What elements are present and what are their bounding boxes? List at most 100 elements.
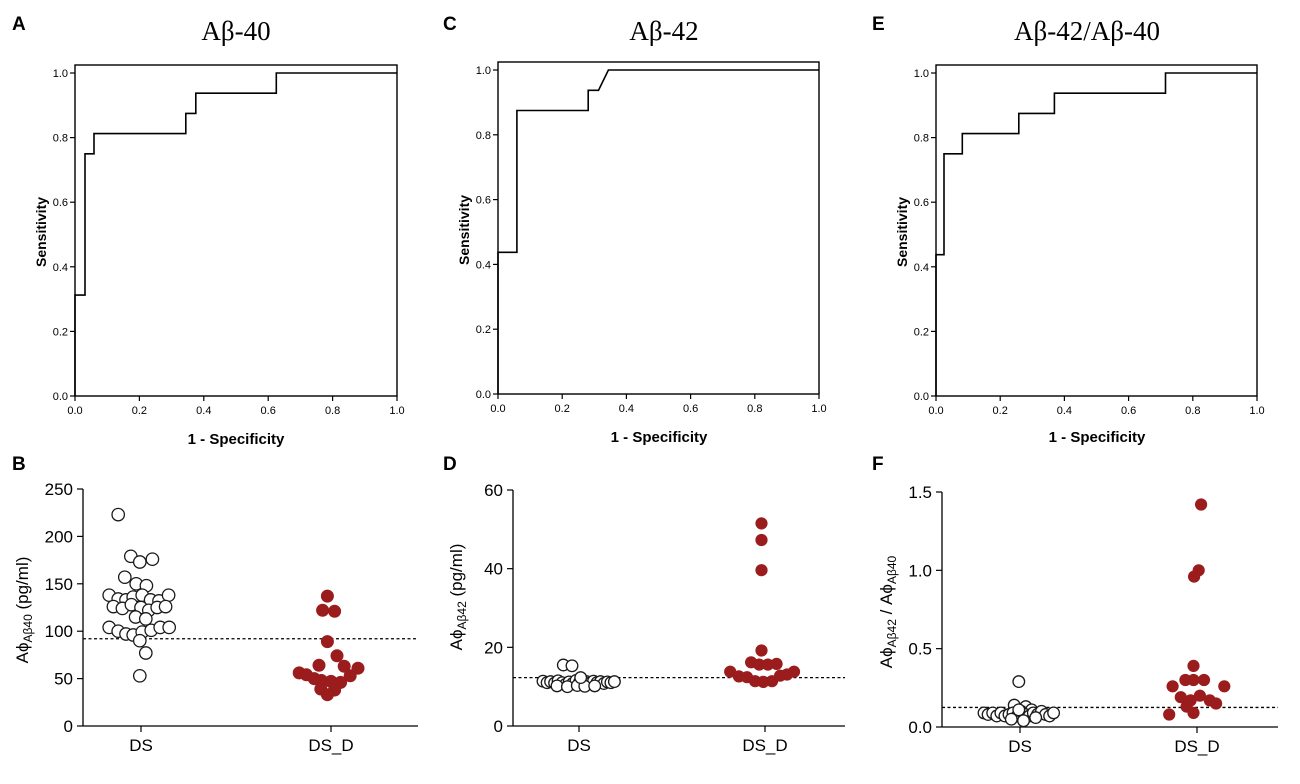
x-tick-label-a: 0.4 <box>196 405 211 417</box>
y-tick-label-a: 0.8 <box>53 133 68 145</box>
y-label-sub-b: Aβ40 <box>21 614 35 643</box>
ds-point <box>111 507 126 522</box>
y-axis-label-c: Sensitivity <box>456 195 472 265</box>
x-tick-label-c: 0.6 <box>683 403 698 415</box>
ds-point <box>158 599 173 614</box>
y-tick-label-e: 0.6 <box>914 197 929 209</box>
dot-plot-b: 0 50 100 150 200 250 DS DS_D <box>45 480 418 755</box>
y-tick-label-c: 0.6 <box>476 195 491 207</box>
y-tick-label-d: 40 <box>484 560 503 579</box>
ds-point <box>1017 714 1030 728</box>
roc-plot-c: 0.0 0.2 0.4 0.6 0.8 1.0 0.0 0.2 0.4 0.6 0.8 1.0 <box>476 61 827 415</box>
ds-d-point <box>1193 689 1206 702</box>
x-tick-label-e: 0.0 <box>928 405 943 417</box>
y-tick-label-e: 0.8 <box>914 133 929 145</box>
y-tick-label-b: 150 <box>45 575 73 594</box>
ds-d-point <box>1187 673 1200 687</box>
panel-label-d: D <box>443 454 457 475</box>
panel-a: A Aβ-40 0.0 0.2 0.4 0.6 0.8 1.00.00.20.40.60.… <box>12 14 405 448</box>
y-axis-label-d: AϕAβ42 (pg/ml) <box>447 544 469 651</box>
y-label-main-f: Aϕ <box>877 647 896 668</box>
ds-d-point <box>755 533 768 547</box>
ds-d-point <box>1163 708 1176 721</box>
panel-label-b: B <box>12 454 26 475</box>
category-label-ds-d: DS_D <box>308 736 353 755</box>
y-axis-label-b: AϕAβ40 (pg/ml) <box>13 557 35 664</box>
ds-d-point <box>770 657 783 671</box>
x-tick-label-e: 0.4 <box>1057 405 1072 417</box>
ds-d-point <box>1180 700 1193 713</box>
plot-frame-c <box>497 61 820 395</box>
ds-d-point <box>320 589 334 603</box>
y-tick-label-f: 1.0 <box>908 561 932 580</box>
y-label-sub2-f: Aβ40 <box>885 555 899 584</box>
y-tick-label-a: 1.0 <box>53 68 68 80</box>
ds-d-point <box>1197 673 1211 687</box>
roc-title-c: Aβ-42 <box>629 16 698 46</box>
x-tick-label-a: 0.0 <box>67 405 82 417</box>
roc-plot-e: 0.0 0.2 0.4 0.6 0.8 1.0 0.0 0.2 0.4 0.6 0.8 1.0 <box>914 64 1265 417</box>
category-label-ds: DS <box>1008 737 1032 756</box>
y-tick-label-b: 0 <box>64 717 73 736</box>
y-tick-label-c: 1.0 <box>476 65 491 77</box>
ds-d-point <box>320 688 334 702</box>
x-tick-label-a: 1.0 <box>389 405 404 417</box>
y-tick-label-c: 0.8 <box>476 130 491 142</box>
ds-point <box>1012 675 1026 689</box>
y-tick-label-c: 0.4 <box>476 259 491 271</box>
y-tick-label-a: 0.2 <box>53 326 68 338</box>
roc-title-a: Aβ-40 <box>201 16 270 46</box>
x-axis-label-a: 1 - Specificity <box>188 431 285 448</box>
roc-title-e: Aβ-42/Aβ-40 <box>1014 16 1160 46</box>
y-tick-label-b: 100 <box>45 622 73 641</box>
roc-curve-a <box>74 72 397 396</box>
ds-point <box>1012 703 1026 717</box>
y-axis-label-e: Sensitivity <box>894 197 910 267</box>
ds-point <box>138 612 153 626</box>
ds-point <box>138 646 153 660</box>
y-axis-label-a: Sensitivity <box>33 197 49 267</box>
x-tick-label-c: 0.8 <box>747 403 762 415</box>
panel-label-f: F <box>872 454 884 475</box>
y-label-main2-f: Aϕ <box>877 584 896 605</box>
y-tick-label-d: 20 <box>484 638 503 657</box>
plot-frame-a <box>74 64 398 397</box>
ds-point <box>132 668 147 683</box>
panel-e: E Aβ-42/Aβ-40 0.0 0.2 0.4 0.6 0.8 1.00.00.20.… <box>872 14 1265 446</box>
ds-d-point <box>320 635 334 649</box>
category-label-ds: DS <box>567 736 591 755</box>
y-tick-label-d: 0 <box>494 717 503 736</box>
x-tick-label-c: 1.0 <box>811 403 826 415</box>
ds-point <box>1004 712 1018 726</box>
y-label-main-d: Aϕ <box>447 630 466 651</box>
y-tick-label-a: 0.6 <box>53 197 68 209</box>
y-label-sep-f: / <box>877 605 896 619</box>
y-tick-label-a: 0.4 <box>53 262 68 274</box>
ds-point <box>161 588 176 603</box>
ds-d-point <box>1187 659 1200 673</box>
panel-d: D 0 20 40 60 DS DS_D AϕAβ42 (pg/ml) <box>443 454 845 755</box>
category-label-ds: DS <box>129 736 153 755</box>
x-tick-label-c: 0.0 <box>490 403 505 415</box>
ds-d-point <box>1209 697 1223 710</box>
ds-d-point <box>755 644 768 657</box>
roc-curve-c <box>497 69 819 394</box>
ds-d-point <box>330 649 344 663</box>
y-tick-label-c: 0.2 <box>476 324 491 336</box>
ds-point <box>607 675 621 689</box>
y-label-unit-d: (pg/ml) <box>447 544 466 602</box>
dot-plot-d: 0 20 40 60 DS DS_D <box>484 481 845 755</box>
ds-point <box>132 555 147 569</box>
category-label-ds-d: DS_D <box>742 736 787 755</box>
y-tick-label-e: 0.4 <box>914 262 929 274</box>
ds-d-point <box>1218 680 1231 693</box>
x-tick-label-e: 0.2 <box>993 405 1008 417</box>
ds-d-point <box>316 603 330 617</box>
ds-d-point <box>755 564 768 577</box>
roc-curve-e <box>935 72 1257 396</box>
ds-d-point <box>351 661 365 675</box>
ds-point <box>117 570 132 585</box>
roc-plot-a: 0.0 0.2 0.4 0.6 0.8 1.0 0.0 0.2 0.4 0.6 0.8 1.0 <box>53 64 405 417</box>
ds-d-point <box>343 669 357 683</box>
